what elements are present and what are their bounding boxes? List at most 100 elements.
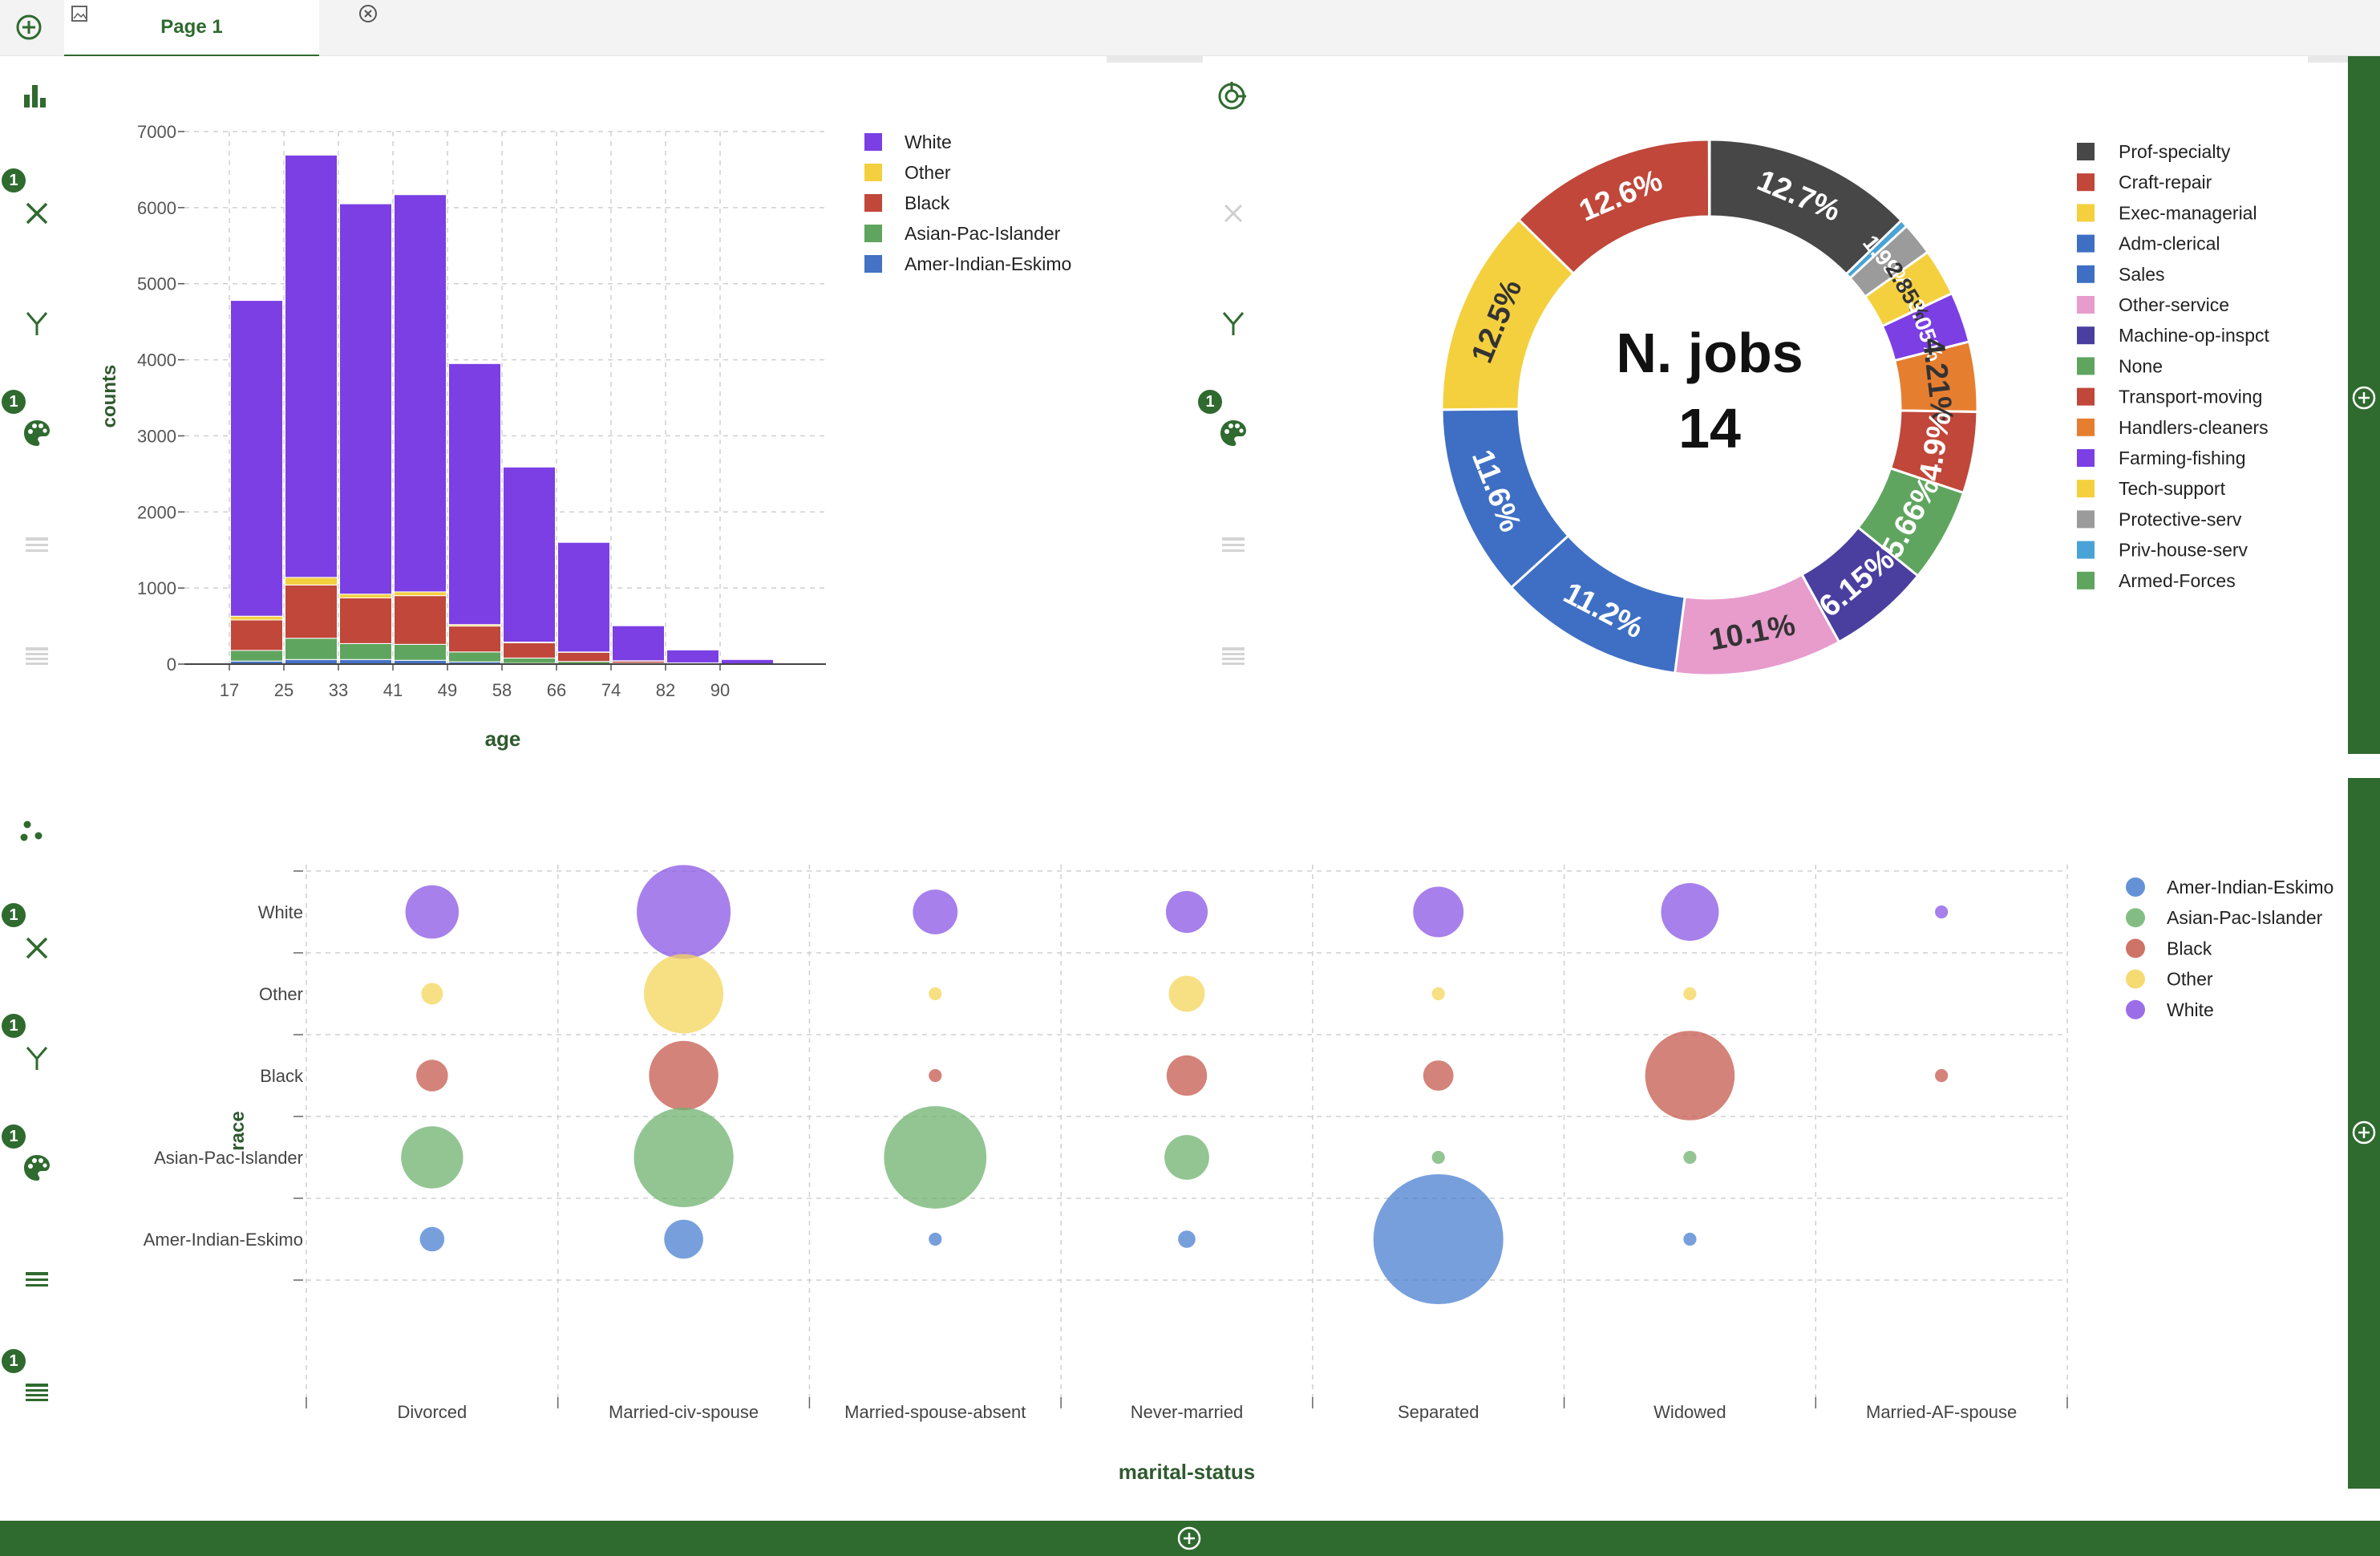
- histogram-bar: [557, 651, 610, 663]
- legend-swatch: [2077, 418, 2095, 436]
- bubble: [1423, 1060, 1454, 1091]
- x-axis-icon[interactable]: [21, 932, 53, 964]
- palette-icon[interactable]: [1217, 417, 1249, 449]
- legend-label: Black: [2167, 938, 2212, 958]
- bubble: [1373, 1174, 1504, 1304]
- bubble: [913, 889, 958, 934]
- x-tick-label: 58: [492, 680, 512, 700]
- y-tick-label: 0: [167, 654, 176, 675]
- legend-swatch: [2077, 173, 2095, 192]
- donut-legend: Prof-specialty Craft-repair Exec-manageria…: [2077, 141, 2270, 591]
- histogram-bar: [448, 651, 501, 663]
- y-axis-badge: 1: [2, 1014, 26, 1038]
- x-tick-label: Married-civ-spouse: [609, 1402, 759, 1422]
- bubble-axes: White Other Black Asian-Pac-Islander Amer-In…: [144, 870, 2068, 1422]
- bubble-panel: 1 1 1 1 White Other Black Asian-Pac-Islande…: [0, 778, 2348, 1489]
- bubble: [1168, 975, 1205, 1012]
- donut-slice: [1707, 138, 1711, 218]
- x-tick-label: 17: [220, 680, 239, 700]
- bubble: [1683, 1232, 1697, 1246]
- bubble: [1935, 905, 1949, 919]
- bubble: [1413, 886, 1464, 938]
- legend-swatch: [2077, 143, 2095, 160]
- legend-swatch: [864, 225, 882, 242]
- histogram-bar: [230, 300, 283, 617]
- legend-label: None: [2119, 355, 2163, 376]
- scatter-chart-icon[interactable]: [18, 815, 50, 847]
- tab-page-1[interactable]: Page 1: [64, 0, 377, 58]
- bubble-legend: Amer-Indian-Eskimo Asian-Pac-Islander Blac…: [2126, 877, 2333, 1020]
- y-tick-label: 7000: [137, 122, 176, 142]
- histogram-bar: [394, 194, 447, 593]
- add-icon: [1177, 1526, 1201, 1550]
- legend-swatch: [2077, 326, 2095, 345]
- histogram-bar: [612, 625, 665, 662]
- y-tick-label: White: [258, 902, 303, 922]
- histogram-legend: White Other Black Asian-Pac-Islander Amer-In…: [864, 132, 1071, 274]
- legend-label: Amer-Indian-Eskimo: [905, 253, 1071, 274]
- x-tick-label: 66: [547, 680, 566, 700]
- histogram-bar: [285, 577, 338, 586]
- close-tab-icon[interactable]: [358, 3, 378, 24]
- color-badge: 1: [2, 1124, 26, 1149]
- bubble: [884, 1106, 987, 1209]
- add-column-bar-top[interactable]: [2348, 56, 2380, 754]
- legend-swatch: [864, 133, 882, 151]
- histogram-panel: 1 1 0 1000 2000 3000 4000 5000 6000 7000 17 25 33 4…: [0, 56, 1273, 754]
- histogram-bar: [230, 615, 283, 621]
- table-icon[interactable]: [1217, 640, 1249, 672]
- x-axis-badge: 1: [2, 903, 26, 927]
- histogram-bar: [503, 657, 556, 664]
- legend-label: Other: [2167, 969, 2213, 990]
- bubble: [419, 1226, 445, 1252]
- y-tick-label: 2000: [137, 502, 176, 522]
- histogram-bar: [394, 591, 447, 597]
- filter-icon[interactable]: [1217, 529, 1249, 561]
- x-tick-label: 74: [601, 680, 621, 700]
- x-axis-icon[interactable]: [21, 197, 53, 229]
- bubble: [664, 1219, 703, 1259]
- legend-label: Asian-Pac-Islander: [2167, 907, 2323, 928]
- filter-icon[interactable]: [21, 1264, 53, 1296]
- x-tick-label: Married-AF-spouse: [1866, 1402, 2017, 1422]
- bar-chart-icon[interactable]: [19, 80, 51, 112]
- filter-icon[interactable]: [21, 529, 53, 561]
- bubble: [416, 1060, 448, 1092]
- legend-swatch: [2077, 357, 2095, 375]
- tab-label: Page 1: [160, 16, 223, 38]
- bubble: [1683, 987, 1697, 1001]
- x-axis-badge: 1: [2, 168, 26, 192]
- table-icon[interactable]: [21, 1376, 53, 1408]
- panel-edge: [1107, 56, 1273, 63]
- add-icon: [2352, 386, 2376, 410]
- legend-swatch: [2126, 908, 2145, 928]
- x-tick-label: 41: [383, 680, 403, 700]
- legend-swatch: [2077, 480, 2095, 498]
- y-tick-label: Amer-Indian-Eskimo: [144, 1230, 303, 1250]
- histogram-bar: [394, 643, 447, 661]
- y-tick-label: 6000: [137, 198, 176, 218]
- x-axis-icon[interactable]: [1217, 197, 1249, 229]
- add-column-bar-bottom[interactable]: [2348, 778, 2380, 1489]
- palette-icon[interactable]: [21, 417, 53, 449]
- bubble-chart: WhiteOtherBlackAsian-Pac-IslanderAmer-In…: [144, 865, 2333, 1484]
- table-icon[interactable]: [21, 640, 53, 672]
- legend-label: Other: [905, 162, 951, 183]
- legend-swatch: [864, 194, 882, 212]
- bubble: [1431, 987, 1445, 1001]
- add-row-bar[interactable]: [0, 1521, 2380, 1556]
- histogram-bar: [448, 626, 501, 653]
- donut-chart-icon[interactable]: [1216, 80, 1248, 112]
- y-axis-icon[interactable]: [21, 1043, 53, 1075]
- y-axis-icon[interactable]: [21, 308, 53, 340]
- palette-icon[interactable]: [21, 1152, 53, 1184]
- legend-label: White: [2167, 999, 2214, 1020]
- legend-swatch: [864, 255, 882, 273]
- x-tick-label: 33: [329, 680, 348, 700]
- bubble: [929, 1232, 942, 1246]
- y-axis-icon[interactable]: [1217, 308, 1249, 340]
- panel-edge: [2308, 56, 2348, 63]
- legend-label: Protective-serv: [2119, 509, 2242, 529]
- add-page-icon[interactable]: [14, 13, 43, 42]
- tab-bar: Page 1: [0, 0, 2380, 58]
